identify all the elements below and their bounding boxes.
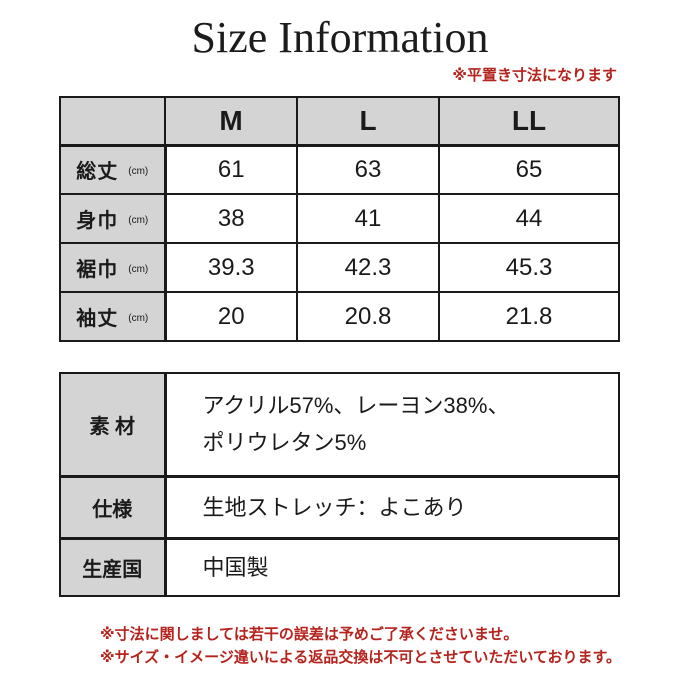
footer-note-returns: ※サイズ・イメージ違いによる返品交換は不可とさせていただいております。 (100, 649, 621, 666)
table-row-country: 生産国 中国製 (59, 536, 620, 597)
table-row-spec: 仕様 生地ストレッチ：よこあり (59, 474, 620, 540)
unit-label: (cm) (128, 264, 149, 275)
row-label: 袖丈 (76, 308, 119, 330)
size-value: 65 (438, 144, 620, 195)
detail-value: 中国製 (164, 536, 620, 597)
size-value: 61 (164, 144, 298, 195)
detail-value: アクリル57%、レーヨン38%、 ポリウレタン5% (164, 372, 620, 478)
row-label-cell: 袖丈 (cm) (59, 291, 167, 342)
size-information-page: Size Information ※平置き寸法になります M L LL 総丈 (… (0, 12, 680, 692)
detail-value: 生地ストレッチ：よこあり (164, 474, 620, 540)
detail-table: 素 材 アクリル57%、レーヨン38%、 ポリウレタン5% 仕様 生地ストレッチ… (59, 372, 620, 597)
size-table: M L LL 総丈 (cm) 61 63 65 身巾 (59, 96, 620, 342)
row-label-cell: 身巾 (cm) (59, 193, 167, 244)
table-row-sleeve-length: 袖丈 (cm) 20 20.8 21.8 (59, 291, 620, 342)
table-row-hem-width: 裾巾 (cm) 39.3 42.3 45.3 (59, 242, 620, 293)
row-label-cell: 総丈 (cm) (59, 144, 167, 195)
detail-label: 仕様 (59, 474, 167, 540)
detail-label: 生産国 (59, 536, 167, 597)
size-column-header-m: M (164, 96, 298, 147)
table-row-body-width: 身巾 (cm) 38 41 44 (59, 193, 620, 244)
size-value: 20.8 (296, 291, 440, 342)
size-value: 39.3 (164, 242, 298, 293)
size-column-header-l: L (296, 96, 440, 147)
size-value: 21.8 (438, 291, 620, 342)
size-value: 44 (438, 193, 620, 244)
row-label: 身巾 (76, 210, 119, 232)
size-value: 45.3 (438, 242, 620, 293)
row-label: 総丈 (76, 161, 119, 184)
size-value: 63 (296, 144, 440, 195)
unit-label: (cm) (128, 166, 149, 178)
size-value: 38 (164, 193, 298, 244)
footer-note-tolerance: ※寸法に関しましては若干の誤差は予めご了承くださいませ。 (100, 626, 519, 643)
flat-measurement-note: ※平置き寸法になります (452, 67, 617, 84)
detail-label: 素 材 (59, 372, 167, 478)
row-label-cell: 裾巾 (cm) (59, 242, 167, 293)
size-column-header-ll: LL (438, 96, 620, 147)
unit-label: (cm) (128, 215, 149, 226)
size-table-header-row: M L LL (59, 96, 620, 147)
table-row-material: 素 材 アクリル57%、レーヨン38%、 ポリウレタン5% (59, 372, 620, 478)
size-value: 42.3 (296, 242, 440, 293)
footer-notes: ※寸法に関しましては若干の誤差は予めご了承くださいませ。 ※サイズ・イメージ違い… (100, 623, 680, 669)
size-table-corner-cell (59, 96, 166, 147)
page-title: Size Information (191, 13, 489, 62)
row-label: 裾巾 (76, 259, 119, 281)
size-value: 20 (164, 291, 298, 342)
size-value: 41 (296, 193, 440, 244)
unit-label: (cm) (128, 313, 149, 324)
table-row-total-length: 総丈 (cm) 61 63 65 (59, 144, 620, 195)
